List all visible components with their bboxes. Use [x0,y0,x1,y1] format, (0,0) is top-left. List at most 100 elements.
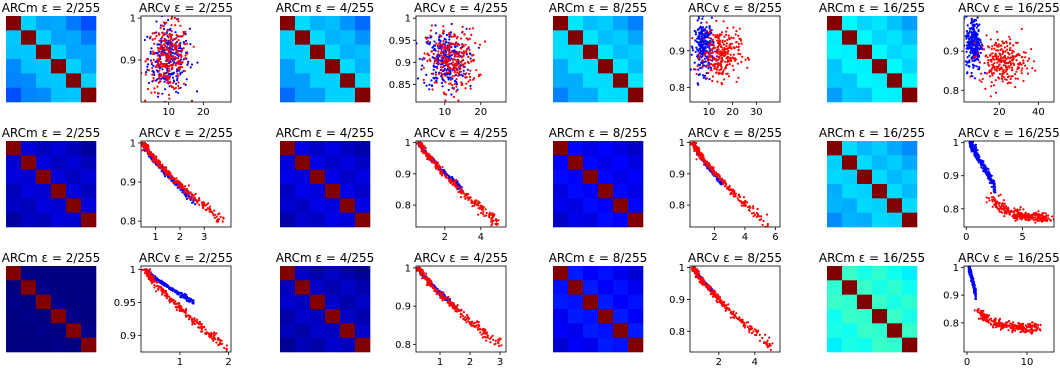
scatter-point [438,164,441,167]
scatter-point [158,56,161,60]
scatter-point [167,67,170,70]
scatter-point [454,62,457,65]
scatter-point [457,191,460,194]
heatmap-cell [553,44,569,60]
scatter-point [417,142,420,145]
scatter-point [977,68,980,71]
scatter-point [723,46,726,50]
plot-frame [415,15,507,103]
scatter-point [975,39,978,42]
scatter-point [426,154,429,157]
scatter-point [1013,207,1016,210]
scatter-point [152,64,155,67]
scatter-point [1022,208,1025,211]
scatter-point [990,85,993,88]
scatter-point [186,192,189,195]
scatter-point [702,38,706,41]
scatter-point [149,59,152,62]
scatter-point [990,182,993,185]
scatter-point [453,43,457,46]
scatter-point [179,58,182,61]
scatter-point [151,32,154,35]
scatter-point [179,47,182,50]
heatmap-cell [887,87,903,103]
heatmap-cell [613,169,629,185]
scatter-point [997,55,1000,58]
scatter-point [725,33,728,37]
scatter-point [988,178,991,181]
scatter-point [156,54,159,57]
scatter-point [1002,204,1005,207]
scatter-point [719,178,722,182]
scatter-point [726,63,729,66]
heatmap-cell [36,73,52,88]
scatter-point [195,318,199,321]
scatter-point [158,80,161,83]
scatter-point [484,208,487,211]
heatmap-cell [6,155,22,170]
heatmap-cell [36,280,52,295]
scatter-point [966,71,969,74]
scatter-point [729,53,732,56]
heatmap-cell [355,44,371,60]
heatmap-cell [340,198,356,213]
scatter-point [693,61,696,64]
scatter-point [991,200,994,203]
scatter-point [729,42,732,46]
heatmap-cell [598,44,614,60]
scatter-point [444,175,447,178]
scatter-point [696,48,699,51]
scatter-point [971,63,975,66]
scatter-point [721,48,724,51]
scatter-point [157,59,161,63]
scatter-point [436,60,439,63]
scatter-point [451,68,454,71]
scatter-point [700,30,703,33]
heatmap-cell [81,59,97,74]
scatter-point [458,70,461,73]
heatmap-cell [598,16,614,31]
scatter-point [718,53,721,56]
scatter-point [143,272,147,275]
heatmap-cell [583,44,599,60]
scatter-point [429,29,432,32]
scatter-point [1009,211,1012,214]
scatter-point [431,46,434,49]
scatter-point [1036,219,1039,222]
scatter-point [180,293,183,296]
scatter-point [981,77,984,81]
scatter-point [968,43,971,47]
scatter-point [452,87,455,90]
scatter-point [167,18,170,22]
heatmap-cell [325,155,341,170]
scatter-point [965,50,968,54]
scatter-point [713,65,716,68]
scatter-point [171,42,174,45]
scatter-point [733,59,737,62]
scatter-point [698,47,701,51]
scatter-point [716,175,719,178]
scatter-point [690,53,693,56]
scatter-point [189,191,192,194]
scatter-point [718,43,721,46]
scatter-point [985,34,988,37]
heatmap-cell [310,73,326,88]
scatter-point [447,33,451,36]
heatmap-cell [568,198,584,213]
scatter-point [177,293,180,296]
scatter-point [190,195,194,198]
scatter-point [973,64,976,67]
scatter-point [458,55,461,58]
heatmap-cell [827,87,843,103]
scatter-point [701,17,704,20]
scatter-point [209,208,212,211]
scatter-point [147,69,151,72]
scatter-point [970,71,973,75]
scatter-point [1020,63,1023,66]
scatter-point [727,75,731,78]
heatmap-cell [21,141,37,156]
scatter-point [1024,212,1027,215]
scatter-point [479,207,482,210]
scatter-point [169,84,173,87]
